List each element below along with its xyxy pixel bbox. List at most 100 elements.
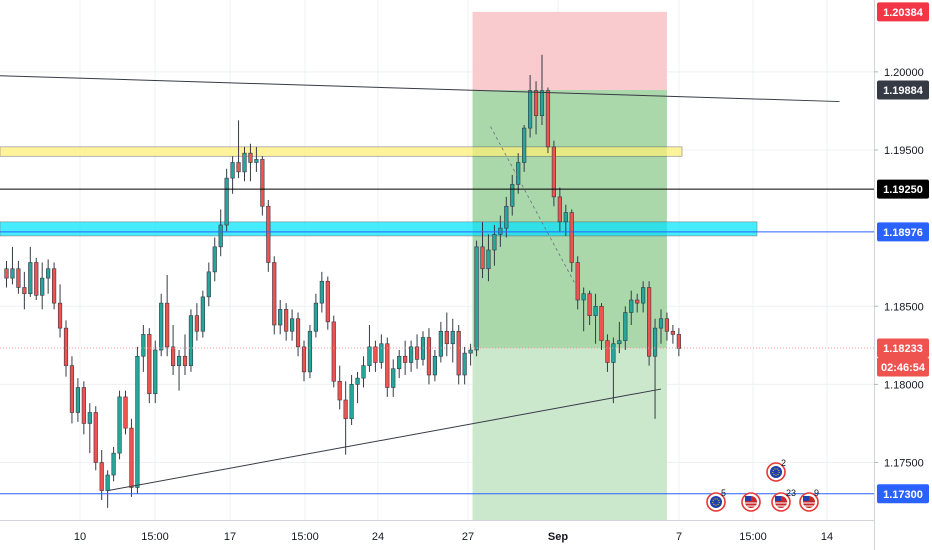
price-label[interactable]: 1.18976 [877, 222, 929, 242]
candle-body-up [75, 387, 80, 413]
candle-body-up [641, 287, 646, 304]
price-label-text: 1.19250 [883, 184, 923, 196]
price-label-bg [877, 179, 929, 199]
candle [75, 378, 80, 422]
candle [569, 209, 574, 272]
candle-body-up [40, 277, 45, 296]
candle-body-up [153, 349, 158, 395]
candle [444, 312, 449, 357]
candle-body-down [605, 340, 610, 363]
candle [456, 325, 461, 385]
time-tick-label: 17 [224, 531, 236, 543]
candle-body-down [331, 321, 336, 382]
candle-body-down [194, 315, 200, 332]
candle-body-up [623, 312, 628, 341]
candle-body-up [462, 352, 467, 376]
candle-body-up [367, 346, 372, 366]
candle-body-down [99, 462, 104, 491]
us-flag-icon[interactable] [741, 492, 761, 512]
candle [188, 309, 194, 372]
candles [4, 54, 681, 508]
candle [129, 418, 134, 497]
candle-body-down [236, 162, 241, 173]
price-label[interactable]: 1.19250 [877, 179, 929, 199]
candle-body-down [557, 196, 562, 223]
price-label-text: 1.19884 [883, 85, 924, 97]
candle-body-up [522, 127, 527, 163]
price-tick-label: 1.18000 [884, 379, 924, 391]
candle-body-up [432, 355, 438, 376]
candle [200, 290, 205, 338]
price-label-bg [877, 222, 929, 242]
candle [676, 328, 681, 357]
candle [373, 340, 378, 372]
candle [480, 221, 485, 279]
event-count: 5 [721, 488, 726, 498]
candle [182, 334, 188, 375]
time-axis[interactable]: 10 15:00 17 15:00 24 27 Sep 7 15:00 14 [74, 531, 833, 543]
candle-body-up [200, 296, 205, 332]
candle [87, 403, 92, 454]
candle-body-down [22, 287, 27, 295]
candle [272, 256, 277, 335]
candle [641, 281, 646, 313]
candle [206, 262, 211, 307]
candle-body-down [343, 399, 348, 420]
price-label[interactable]: 1.18233 [877, 338, 929, 358]
price-axis[interactable]: 1.17500 1.18000 1.18500 1.19500 1.20000 1.203… [874, 2, 929, 504]
candle [278, 300, 283, 335]
candle [81, 381, 86, 435]
countdown-label[interactable]: 02:46:54 [877, 357, 929, 377]
candle-body-up [510, 184, 515, 207]
candle-body-up [563, 212, 568, 223]
stop-loss-zone [472, 11, 667, 90]
candle-body-down [385, 343, 390, 388]
candle-body-down [165, 302, 170, 348]
projection-zone [472, 347, 667, 520]
candle-body-down [551, 146, 556, 198]
candle [664, 312, 670, 341]
supply-zone [0, 146, 683, 157]
candle-body-down [635, 299, 640, 304]
candle [10, 246, 15, 285]
candle [486, 234, 491, 282]
time-tick-label: Sep [548, 531, 568, 543]
candle-body-up [498, 227, 503, 235]
candle [498, 215, 503, 247]
price-label-text: 1.17300 [883, 489, 923, 501]
candle-body-up [313, 302, 319, 332]
candle [22, 271, 27, 310]
candle [46, 259, 51, 294]
candle [539, 54, 545, 125]
candle-body-down [337, 380, 342, 401]
price-label[interactable]: 1.20384 [877, 2, 929, 22]
candle [194, 303, 200, 341]
price-label-text: 1.18976 [883, 227, 923, 239]
candle [111, 446, 116, 482]
candle [599, 303, 604, 350]
candle [171, 325, 176, 375]
candle-body-up [176, 355, 182, 366]
eu-flag-icon[interactable]: 5 [706, 488, 726, 512]
candle-body-up [105, 474, 110, 491]
us-flag-icon[interactable]: 23 [771, 488, 796, 512]
candle-body-down [670, 330, 675, 335]
price-label[interactable]: 1.17300 [877, 484, 929, 504]
candle [153, 340, 158, 404]
candle-body-up [658, 318, 664, 329]
candle-body-up [117, 396, 122, 454]
candle-body-up [87, 412, 92, 424]
us-flag-icon[interactable]: 9 [799, 488, 819, 512]
candle-body-down [587, 293, 592, 316]
candle-body-up [289, 318, 295, 332]
candle-body-up [242, 152, 247, 173]
eu-flag-icon[interactable]: 2 [766, 458, 786, 482]
candle [242, 146, 247, 182]
candle-body-down [272, 262, 277, 326]
candle-body-down [4, 268, 9, 279]
candle-body-down [63, 327, 69, 366]
candle-body-down [260, 159, 265, 207]
price-label[interactable]: 1.19884 [877, 80, 929, 100]
candle [658, 309, 664, 344]
